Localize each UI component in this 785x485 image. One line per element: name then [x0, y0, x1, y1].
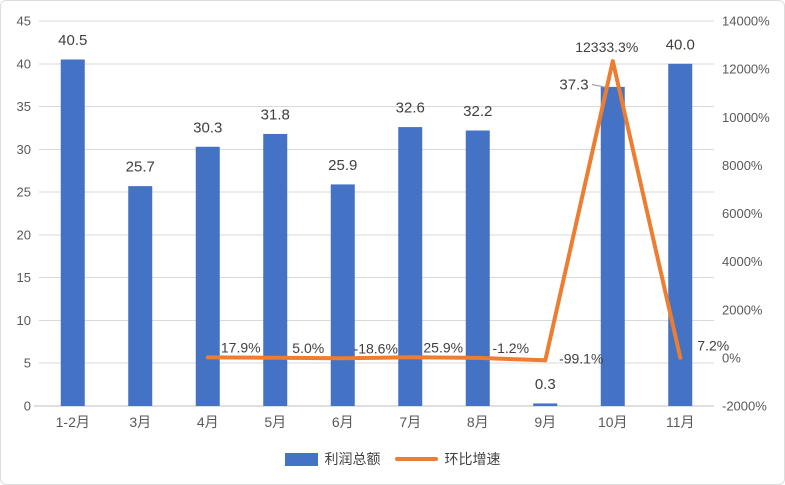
growth-rate-line — [205, 59, 683, 363]
right-axis-tick-label: 12000% — [722, 62, 770, 77]
right-axis-tick-label: 8000% — [722, 158, 763, 173]
right-axis-tick-label: 6000% — [722, 206, 763, 221]
right-axis-tick-label: 14000% — [722, 14, 770, 29]
bar-8月 — [465, 130, 490, 406]
bar-value-label: 40.0 — [666, 36, 695, 53]
line-value-label: 17.9% — [221, 339, 261, 355]
right-axis-tick-label: 10000% — [722, 110, 770, 125]
bar-7月 — [398, 127, 423, 406]
bar-3月 — [128, 186, 153, 406]
left-axis-tick-label: 10 — [17, 313, 31, 328]
x-axis-label: 1-2月 — [56, 414, 90, 430]
left-axis-tick-label: 0 — [24, 399, 31, 414]
left-axis-tick-label: 5 — [24, 356, 31, 371]
line-value-label: -99.1% — [559, 350, 603, 366]
left-axis-tick-label: 30 — [17, 142, 31, 157]
left-axis-tick-label: 25 — [17, 185, 31, 200]
bar-value-label: 32.2 — [463, 103, 492, 120]
right-axis-tick-label: -2000% — [722, 399, 767, 414]
left-axis-tick-label: 15 — [17, 270, 31, 285]
line-value-label: 5.0% — [292, 340, 324, 356]
bar-value-label: 37.3 — [559, 77, 588, 94]
line-value-label: 7.2% — [697, 338, 729, 354]
x-axis-label: 4月 — [197, 414, 219, 430]
bar-value-label: 25.7 — [126, 159, 155, 176]
left-axis-tick-label: 20 — [17, 227, 31, 242]
bar-series-swatch-icon — [284, 452, 318, 466]
right-axis-tick-label: 0% — [722, 350, 741, 365]
legend: 利润总额 环比增速 — [1, 449, 784, 469]
x-axis-label: 11月 — [666, 414, 695, 430]
bar-6月 — [330, 184, 355, 406]
left-axis-tick-label: 35 — [17, 99, 31, 114]
line-value-label: -18.6% — [354, 340, 398, 356]
x-axis-label: 9月 — [534, 414, 556, 430]
line-value-label: -1.2% — [492, 340, 529, 356]
legend-item-profit: 利润总额 — [284, 449, 381, 469]
bar-value-label: 25.9 — [328, 157, 357, 174]
bar-1-2月 — [60, 59, 85, 406]
bar-value-label: 40.5 — [58, 32, 87, 49]
line-value-label: 12333.3% — [575, 39, 638, 55]
bar-9月 — [533, 403, 558, 406]
right-axis-tick-label: 4000% — [722, 254, 763, 269]
line-value-label: 25.9% — [423, 339, 463, 355]
bar-value-label: 0.3 — [535, 376, 556, 393]
bar-value-label: 31.8 — [261, 106, 290, 123]
bar-10月 — [600, 86, 625, 406]
x-axis-label: 8月 — [467, 414, 489, 430]
x-axis-label: 7月 — [399, 414, 421, 430]
bar-value-label: 32.6 — [396, 100, 425, 117]
legend-label-profit: 利润总额 — [324, 451, 381, 467]
label-leader-line — [591, 83, 605, 88]
left-axis-tick-label: 45 — [17, 14, 31, 29]
legend-item-growth: 环比增速 — [394, 449, 501, 469]
legend-label-growth: 环比增速 — [444, 451, 501, 467]
left-axis-tick-label: 40 — [17, 56, 31, 71]
x-axis-label: 10月 — [598, 414, 628, 430]
bar-value-label: 30.3 — [193, 119, 222, 136]
x-axis-label: 5月 — [264, 414, 286, 430]
x-axis-label: 6月 — [332, 414, 354, 430]
x-axis-label: 3月 — [129, 414, 151, 430]
right-axis-tick-label: 2000% — [722, 302, 763, 317]
line-series-swatch-icon — [394, 457, 438, 461]
bar-4月 — [195, 146, 220, 406]
bar-5月 — [263, 133, 288, 406]
